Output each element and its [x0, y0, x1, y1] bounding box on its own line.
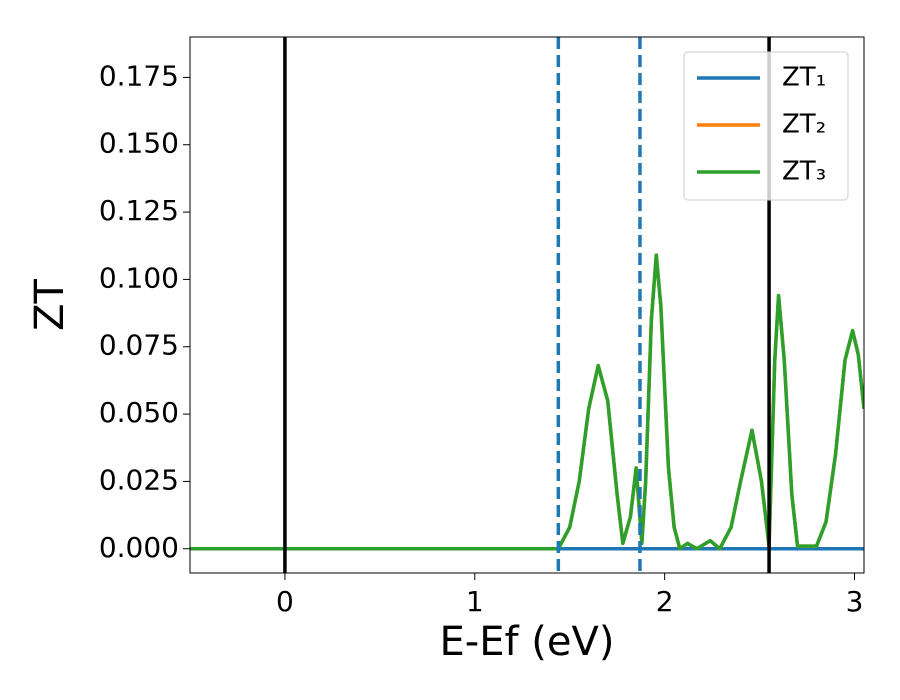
line-series	[190, 253, 864, 551]
y-tick-label: 0.150	[99, 127, 179, 160]
x-tick-label: 1	[466, 585, 484, 618]
y-tick-label: 0.100	[99, 261, 179, 294]
legend-label: ZT₃	[782, 157, 826, 187]
x-tick-label: 0	[276, 585, 294, 618]
legend: ZT₁ ZT₂ ZT₃	[683, 51, 849, 201]
x-tick-label: 3	[846, 585, 864, 618]
y-tick-label: 0.175	[99, 59, 179, 92]
legend-label: ZT₂	[782, 110, 826, 140]
y-tick-label: 0.025	[99, 463, 179, 496]
legend-box	[683, 51, 849, 201]
y-tick-label: 0.050	[99, 396, 179, 429]
y-tick-label: 0.075	[99, 329, 179, 362]
x-tick-label: 2	[656, 585, 674, 618]
y-tick-label: 0.000	[99, 531, 179, 564]
y-tick-label: 0.125	[99, 194, 179, 227]
legend-label: ZT₁	[782, 63, 826, 93]
x-axis-label: E-Ef (eV)	[440, 619, 615, 665]
y-axis-label: ZT	[27, 279, 73, 331]
plot-frame	[189, 36, 865, 574]
